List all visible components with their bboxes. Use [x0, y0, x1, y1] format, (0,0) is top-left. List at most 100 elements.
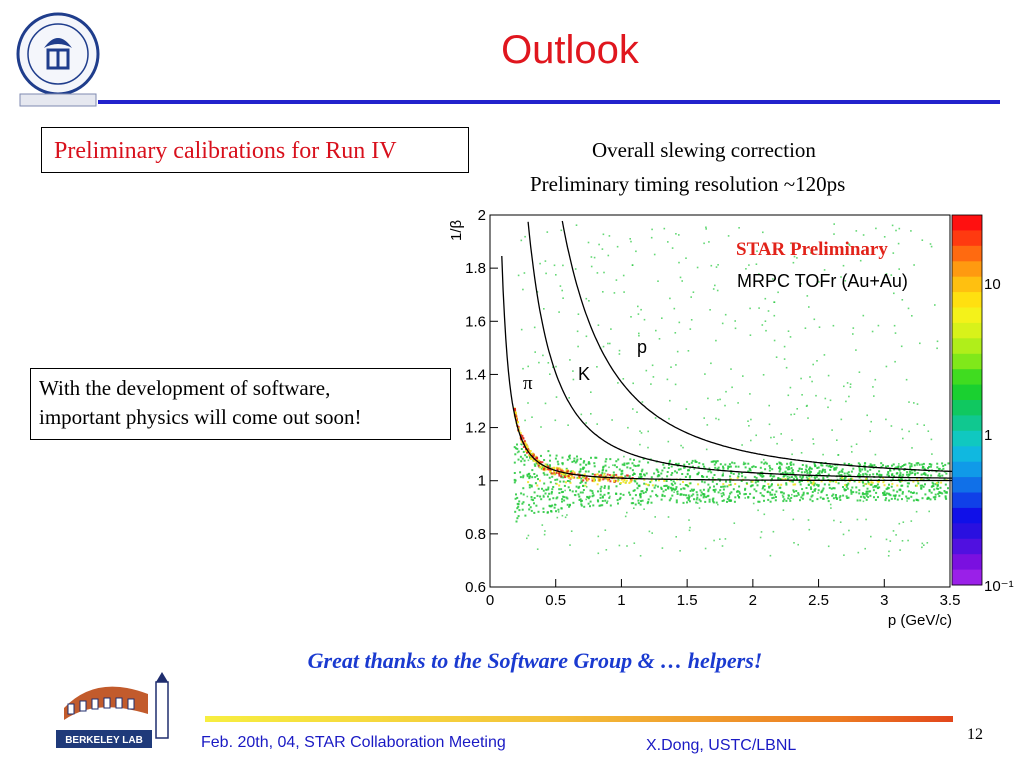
data-point [744, 493, 747, 495]
data-point [639, 496, 642, 499]
data-point [583, 505, 586, 508]
data-point [908, 462, 911, 465]
data-point [848, 480, 851, 483]
data-point [551, 475, 554, 478]
data-point [604, 499, 607, 502]
data-point [938, 491, 941, 494]
data-point [607, 254, 610, 257]
data-point [648, 530, 651, 533]
data-point [588, 495, 591, 498]
data-point [741, 475, 744, 478]
data-point [514, 413, 517, 416]
data-point [613, 292, 616, 294]
data-point [841, 477, 844, 480]
data-point [793, 413, 796, 415]
data-point [533, 511, 536, 514]
data-point [605, 458, 608, 461]
data-point [923, 544, 925, 546]
data-point [513, 478, 516, 481]
colorbar-segment [952, 461, 982, 478]
data-point [858, 371, 861, 373]
data-point [871, 330, 874, 333]
data-point [574, 461, 577, 464]
data-point [719, 463, 722, 466]
data-point [762, 495, 765, 498]
data-point [887, 471, 890, 473]
data-point [541, 487, 543, 490]
data-point [717, 478, 720, 481]
data-point [569, 476, 572, 479]
data-point [922, 485, 925, 488]
data-point [590, 391, 592, 393]
data-point [769, 491, 772, 494]
data-point [619, 492, 622, 495]
data-point [880, 462, 883, 465]
data-point [805, 470, 808, 472]
series-label-pion: π [523, 373, 533, 394]
data-point [544, 402, 547, 405]
data-point [566, 503, 569, 506]
data-point [593, 477, 596, 480]
data-point [792, 477, 795, 480]
data-point [843, 554, 845, 556]
data-point [883, 492, 886, 495]
data-point [650, 476, 653, 479]
data-point [564, 516, 567, 519]
data-point [710, 471, 713, 474]
data-point [608, 496, 611, 499]
data-point [742, 375, 744, 377]
data-point [732, 472, 735, 475]
data-point [810, 488, 813, 490]
data-point [737, 402, 739, 404]
data-point [913, 264, 915, 266]
data-point [560, 469, 563, 472]
data-point [702, 488, 705, 491]
data-point [591, 490, 594, 493]
data-point [645, 472, 648, 475]
data-point [917, 482, 920, 485]
data-point [934, 498, 937, 501]
data-point [738, 490, 741, 493]
data-point [797, 543, 799, 546]
data-point [661, 547, 664, 549]
data-point [724, 463, 727, 466]
data-point [827, 465, 830, 468]
colorbar-segment [952, 523, 982, 540]
data-point [737, 465, 740, 468]
data-point [818, 281, 820, 283]
data-point [887, 487, 890, 490]
data-point [945, 497, 948, 500]
data-point [853, 480, 856, 483]
data-point [525, 450, 528, 453]
data-point [583, 473, 586, 476]
data-point [519, 476, 522, 479]
plot-frame [489, 214, 951, 588]
data-point [749, 469, 752, 472]
data-point [672, 488, 675, 491]
data-point [905, 378, 908, 381]
data-point [800, 468, 803, 471]
data-point [938, 495, 941, 498]
data-point [890, 425, 893, 427]
data-point [689, 475, 692, 478]
data-point [927, 430, 930, 432]
data-point [662, 463, 665, 466]
data-point [578, 470, 581, 473]
data-point [553, 506, 556, 509]
data-point [641, 468, 644, 471]
data-point [722, 492, 725, 495]
data-point [851, 477, 854, 480]
data-point [627, 426, 629, 429]
data-point [515, 419, 518, 422]
data-point [711, 498, 714, 501]
data-point [700, 494, 703, 497]
data-point [894, 497, 896, 500]
data-point [894, 467, 896, 469]
data-point [603, 493, 606, 496]
data-point [898, 268, 900, 270]
data-point [727, 235, 730, 237]
data-point [663, 479, 666, 482]
data-point [664, 484, 667, 487]
data-point [811, 494, 814, 497]
data-point [931, 453, 933, 455]
